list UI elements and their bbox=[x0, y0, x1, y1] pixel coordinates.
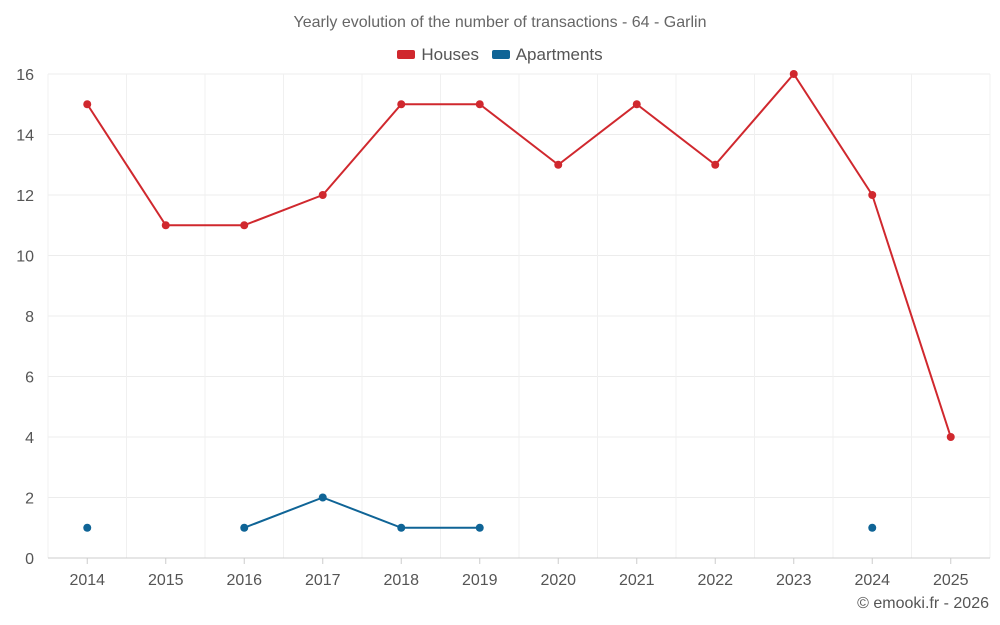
data-point-houses bbox=[475, 100, 484, 109]
data-point-houses bbox=[632, 100, 641, 109]
data-point-houses bbox=[868, 191, 877, 199]
data-point-houses bbox=[397, 100, 406, 109]
legend: Houses Apartments bbox=[0, 44, 1000, 65]
x-tick-label: 2023 bbox=[776, 572, 812, 589]
x-tick-label: 2025 bbox=[933, 572, 969, 589]
data-point-apartments bbox=[83, 523, 92, 532]
series-line-apartments bbox=[243, 496, 480, 529]
y-tick-label: 14 bbox=[16, 128, 34, 145]
data-point-houses bbox=[789, 70, 798, 78]
legend-swatch-houses bbox=[397, 50, 416, 59]
data-point-apartments bbox=[318, 493, 327, 502]
legend-swatch-apartments bbox=[491, 50, 510, 59]
legend-label-houses: Houses bbox=[421, 44, 479, 64]
data-point-houses bbox=[83, 100, 92, 109]
x-tick-label: 2018 bbox=[383, 572, 419, 589]
data-point-houses bbox=[711, 160, 720, 169]
x-tick-label: 2015 bbox=[148, 572, 184, 589]
x-tick-label: 2022 bbox=[697, 572, 733, 589]
data-point-apartments bbox=[475, 523, 484, 532]
y-tick-label: 16 bbox=[16, 67, 34, 84]
y-tick-label: 4 bbox=[25, 430, 34, 447]
y-tick-label: 6 bbox=[25, 370, 34, 387]
x-tick-label: 2020 bbox=[540, 572, 576, 589]
data-point-apartments bbox=[868, 523, 877, 532]
data-point-houses bbox=[946, 433, 955, 441]
data-point-houses bbox=[554, 160, 563, 169]
legend-label-apartments: Apartments bbox=[515, 44, 603, 64]
x-tick-label: 2017 bbox=[305, 572, 341, 589]
y-tick-label: 8 bbox=[25, 309, 34, 326]
series-line-houses bbox=[86, 73, 952, 438]
x-tick-label: 2014 bbox=[69, 572, 105, 589]
x-tick-label: 2016 bbox=[226, 572, 262, 589]
legend-item-houses[interactable]: Houses bbox=[397, 45, 479, 65]
data-point-houses bbox=[161, 221, 170, 230]
data-point-houses bbox=[318, 191, 327, 199]
y-tick-label: 10 bbox=[16, 249, 34, 266]
data-point-houses bbox=[240, 221, 249, 230]
y-tick-label: 2 bbox=[25, 491, 34, 508]
y-tick-label: 0 bbox=[25, 551, 34, 568]
chart-title: Yearly evolution of the number of transa… bbox=[293, 14, 707, 31]
data-point-apartments bbox=[240, 523, 249, 532]
x-tick-label: 2019 bbox=[462, 572, 498, 589]
x-tick-label: 2021 bbox=[619, 572, 655, 589]
credit-text: © emooki.fr - 2026 bbox=[857, 595, 989, 612]
x-tick-label: 2024 bbox=[854, 572, 890, 589]
legend-item-apartments[interactable]: Apartments bbox=[491, 44, 603, 65]
data-point-apartments bbox=[397, 523, 406, 532]
y-tick-label: 12 bbox=[16, 188, 34, 205]
